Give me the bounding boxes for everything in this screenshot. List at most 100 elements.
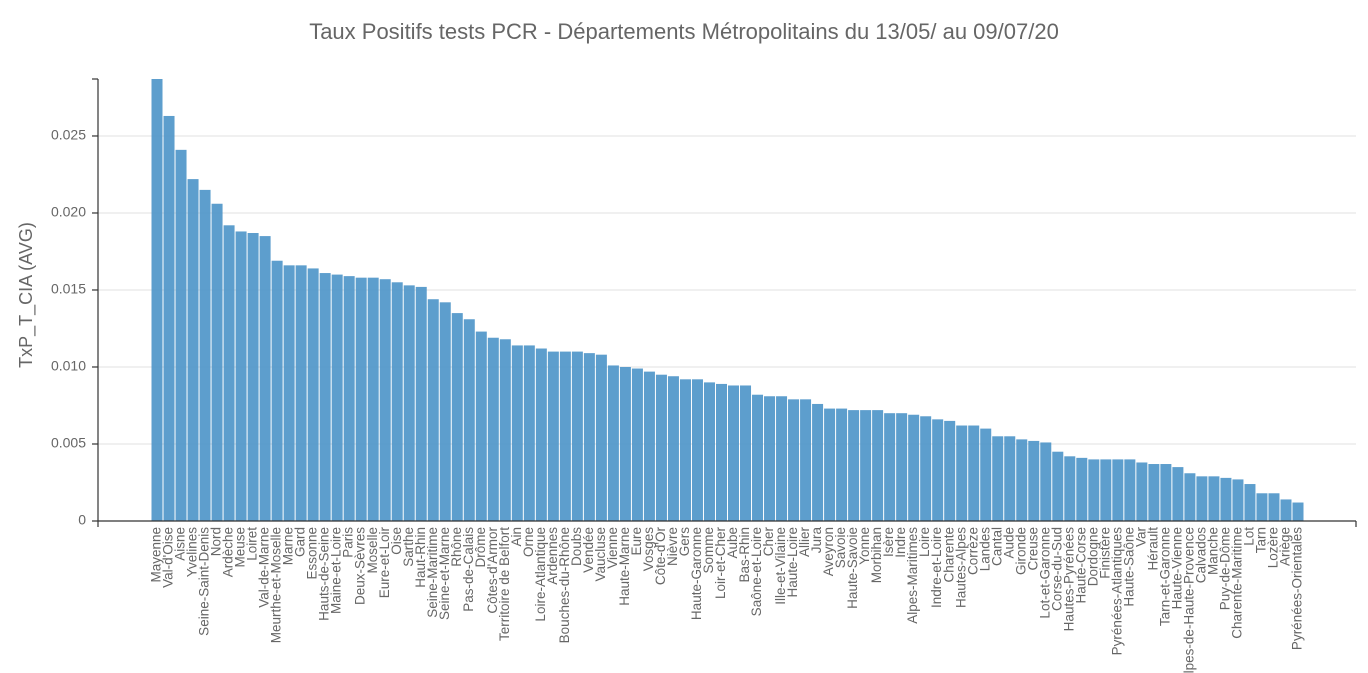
x-tick-label: Aisne <box>173 527 188 561</box>
x-tick-label: Essonne <box>305 527 320 580</box>
bar <box>788 399 800 521</box>
bar <box>968 425 980 521</box>
x-tick-label: Vaucluse <box>593 527 608 582</box>
bar <box>355 277 367 521</box>
bar <box>1280 499 1292 521</box>
x-tick-label: Haut-Rhin <box>413 527 428 588</box>
bar <box>1052 451 1064 521</box>
x-tick-label: Charente-Maritime <box>1230 527 1245 639</box>
bar <box>343 276 355 521</box>
bar <box>908 414 920 521</box>
bar <box>307 268 319 521</box>
x-tick-label: Landes <box>977 527 992 572</box>
bar <box>1112 459 1124 521</box>
x-tick-label: Mayenne <box>149 527 164 583</box>
bar <box>703 382 715 521</box>
y-tick-label: 0.015 <box>51 281 86 297</box>
y-axis-label: TxP_T_CIA (AVG) <box>16 222 37 368</box>
bar <box>1244 484 1256 521</box>
bar <box>295 265 307 521</box>
bar <box>175 149 187 521</box>
x-tick-label: Manche <box>1205 527 1220 575</box>
x-tick-label: Meurthe-et-Moselle <box>269 527 284 643</box>
bar <box>451 313 463 521</box>
bar <box>764 396 776 521</box>
x-tick-label: Hérault <box>1145 527 1160 571</box>
x-tick-label: Nièvre <box>665 527 680 566</box>
x-tick-label: Alpes-de-Haute-Provence <box>1181 527 1196 673</box>
x-tick-label: Moselle <box>365 527 380 574</box>
bar <box>619 366 631 521</box>
x-tick-label: Lot-et-Garonne <box>1037 527 1052 619</box>
x-tick-label: Territoire de Belfort <box>497 527 512 641</box>
bar <box>667 376 679 521</box>
bar <box>691 379 703 521</box>
bar <box>223 225 235 521</box>
bar <box>1172 467 1184 521</box>
bar <box>463 319 475 521</box>
x-tick-label: Maine-et-Loire <box>329 527 344 614</box>
x-tick-label: Seine-Saint-Denis <box>197 527 212 636</box>
bar <box>1268 493 1280 521</box>
bar <box>607 365 619 521</box>
x-tick-label: Sarthe <box>401 527 416 567</box>
x-tick-label: Yonne <box>857 527 872 565</box>
bar <box>1040 442 1052 521</box>
bar <box>511 345 523 521</box>
bar <box>1028 440 1040 521</box>
x-tick-label: Aveyron <box>821 527 836 576</box>
bar <box>595 354 607 521</box>
bar <box>896 413 908 521</box>
x-tick-label: Lozère <box>1266 527 1281 568</box>
x-tick-label: Bas-Rhin <box>737 527 752 583</box>
bar <box>271 260 283 521</box>
bar <box>992 436 1004 521</box>
x-tick-label: Morbihan <box>869 527 884 583</box>
bar <box>439 302 451 521</box>
x-tick-label: Savoie <box>833 527 848 568</box>
bar <box>1196 476 1208 521</box>
x-tick-label: Indre <box>893 527 908 558</box>
x-tick-label: Seine-et-Marne <box>437 527 452 620</box>
bar <box>956 425 968 521</box>
bar <box>643 371 655 521</box>
x-tick-label: Deux-Sèvres <box>353 527 368 605</box>
bar <box>944 420 956 521</box>
bar <box>151 79 163 521</box>
bar <box>1160 464 1172 521</box>
bar <box>1064 456 1076 521</box>
bar <box>631 368 643 521</box>
x-tick-label: Lot <box>1242 527 1257 546</box>
bar <box>884 413 896 521</box>
x-tick-label: Ardennes <box>545 527 560 585</box>
bar <box>499 339 511 521</box>
x-tick-label: Côte-d'Or <box>653 526 668 585</box>
x-tick-label: Haute-Loire <box>785 527 800 598</box>
x-tick-label: Oise <box>389 527 404 555</box>
bar <box>391 282 403 521</box>
x-tick-label: Ariège <box>1278 527 1293 566</box>
bar <box>1124 459 1136 521</box>
x-tick-label: Alpes-Maritimes <box>905 527 920 624</box>
bar <box>728 385 740 521</box>
bar <box>1004 436 1016 521</box>
bar <box>824 408 836 521</box>
x-tick-label: Saône-et-Loire <box>749 527 764 616</box>
bar <box>571 351 583 521</box>
x-tick-label: Hauts-de-Seine <box>317 527 332 621</box>
bar <box>980 428 992 521</box>
x-tick-label: Yvelines <box>185 527 200 578</box>
y-tick-label: 0 <box>78 512 86 528</box>
x-tick-label: Eure-et-Loir <box>377 526 392 598</box>
chart-title: Taux Positifs tests PCR - Départements M… <box>309 19 1059 44</box>
x-tick-label: Vendée <box>581 527 596 573</box>
bar <box>655 374 667 521</box>
x-tick-label: Marne <box>281 527 296 565</box>
x-tick-label: Charente <box>941 527 956 583</box>
bar <box>403 285 415 521</box>
bar <box>523 345 535 521</box>
x-tick-label: Paris <box>341 527 356 558</box>
x-tick-label: Val-de-Marne <box>257 527 272 608</box>
bar <box>1220 477 1232 521</box>
bar <box>1088 459 1100 521</box>
